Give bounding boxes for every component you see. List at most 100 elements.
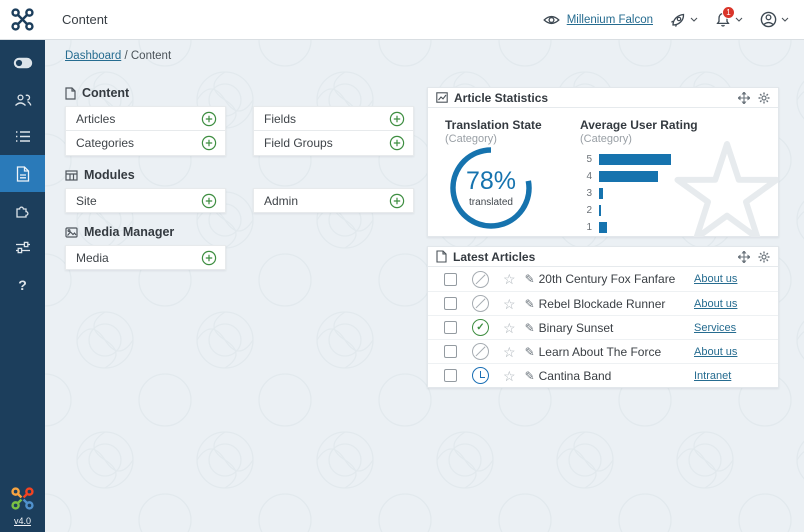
sidebar-item-content[interactable] (0, 155, 45, 192)
row-site-modules[interactable]: Site (65, 188, 226, 213)
article-category-link[interactable]: Services (694, 321, 737, 334)
add-article-button[interactable] (201, 111, 217, 127)
row-checkbox[interactable] (444, 345, 457, 358)
add-site-module-button[interactable] (201, 193, 217, 209)
section-title: Content (82, 86, 130, 100)
article-row: ☆ ✎ Learn About The Force About us (428, 339, 778, 363)
article-title-link[interactable]: 20th Century Fox Fanfare (538, 272, 676, 286)
toggle-icon (13, 57, 32, 68)
sliders-icon (15, 241, 30, 254)
article-title-link[interactable]: Binary Sunset (538, 320, 614, 335)
bar-track (599, 171, 719, 182)
file-icon (65, 86, 76, 100)
row-checkbox[interactable] (444, 369, 457, 382)
gear-icon[interactable] (758, 92, 770, 104)
star-icon[interactable]: ☆ (503, 271, 516, 287)
article-title-link[interactable]: Cantina Band (538, 368, 612, 383)
components-icon (16, 206, 29, 218)
user-menu-dropdown[interactable] (760, 11, 789, 28)
plus-circle-icon (389, 111, 405, 126)
bar-category-label: 1 (586, 222, 592, 233)
row-fields[interactable]: Fields (253, 106, 414, 131)
star-watermark-icon (674, 141, 778, 237)
status-icon[interactable] (472, 319, 489, 336)
row-checkbox[interactable] (444, 297, 457, 310)
plus-circle-icon (389, 193, 405, 208)
row-checkbox[interactable] (444, 321, 457, 334)
row-articles[interactable]: Articles (65, 106, 226, 131)
main-content: Dashboard / Content Content Articles (45, 40, 804, 532)
article-category-link[interactable]: About us (694, 273, 738, 285)
notifications-dropdown[interactable]: 1 (715, 5, 743, 28)
article-title-link[interactable]: Rebel Blockade Runner (538, 296, 666, 311)
bar-row: 4 (580, 171, 719, 182)
section-title: Media Manager (84, 225, 175, 239)
star-icon[interactable]: ☆ (503, 319, 516, 336)
notification-badge: 1 (722, 5, 735, 19)
gear-icon[interactable] (758, 251, 770, 263)
latest-articles-panel: Latest Articles ☆ ✎ (427, 246, 779, 388)
menu-list-icon (15, 131, 30, 142)
status-icon[interactable] (472, 343, 489, 360)
bar-category-label: 4 (586, 171, 592, 182)
article-category-link[interactable]: About us (694, 345, 738, 358)
eye-icon (542, 15, 560, 24)
shortcut-sections: Content Articles Categories (65, 86, 414, 282)
status-icon[interactable] (472, 270, 489, 288)
article-category-link[interactable]: About us (694, 297, 738, 310)
sidebar-item-help[interactable]: ? (0, 266, 45, 303)
image-icon (65, 226, 78, 238)
sidebar-item-menus[interactable] (0, 118, 45, 155)
sidebar-item-users[interactable] (0, 81, 45, 118)
article-category-link[interactable]: Intranet (694, 369, 732, 382)
star-icon[interactable]: ☆ (503, 295, 516, 312)
pencil-icon: ✎ (524, 296, 535, 311)
move-icon[interactable] (738, 91, 750, 104)
site-preview[interactable]: Millenium Falcon (542, 13, 653, 26)
bar-row: 3 (580, 188, 719, 199)
article-icon (16, 165, 29, 182)
postinstall-messages-dropdown[interactable] (670, 12, 698, 28)
article-statistics-panel: Article Statistics (427, 87, 779, 237)
plus-circle-icon (201, 135, 217, 151)
star-icon[interactable]: ☆ (503, 343, 516, 360)
bar-track (599, 154, 719, 165)
add-field-group-button[interactable] (389, 135, 405, 151)
move-icon[interactable] (738, 250, 750, 263)
row-field-groups[interactable]: Field Groups (253, 131, 414, 156)
bar-track (599, 205, 719, 216)
breadcrumb-separator: / (124, 50, 128, 62)
sidebar-item-components[interactable] (0, 192, 45, 229)
breadcrumb-dashboard-link[interactable]: Dashboard (65, 50, 122, 62)
bar-fill (599, 154, 671, 165)
row-categories[interactable]: Categories (65, 131, 226, 156)
add-field-button[interactable] (389, 111, 405, 127)
pencil-icon: ✎ (524, 272, 535, 286)
sidebar: ? v4.0 (0, 40, 45, 532)
version-link[interactable]: v4.0 (13, 516, 31, 526)
plus-circle-icon (389, 135, 405, 151)
users-icon (14, 93, 31, 106)
sidebar-item-home[interactable] (0, 44, 45, 81)
status-icon[interactable] (472, 367, 489, 384)
add-category-button[interactable] (201, 135, 217, 151)
bar-category-label: 3 (586, 188, 592, 199)
panel-title: Latest Articles (453, 249, 536, 264)
star-icon[interactable]: ☆ (503, 367, 516, 384)
bar-row: 2 (580, 205, 719, 216)
joomla-color-logo-icon (11, 487, 34, 510)
row-media[interactable]: Media (65, 245, 226, 270)
plus-circle-icon (201, 111, 217, 126)
sidebar-item-system[interactable] (0, 229, 45, 266)
add-media-button[interactable] (201, 250, 217, 266)
section-title: Modules (84, 168, 135, 182)
translation-state-label: Translation State (Category) (445, 118, 542, 145)
status-icon[interactable] (472, 295, 489, 312)
site-name-link[interactable]: Millenium Falcon (566, 13, 653, 26)
row-admin-modules[interactable]: Admin (253, 188, 414, 213)
bar-category-label: 2 (586, 205, 592, 216)
row-checkbox[interactable] (444, 272, 457, 286)
article-title-link[interactable]: Learn About The Force (538, 344, 662, 359)
article-row: ☆ ✎ Binary Sunset Services (428, 315, 778, 339)
add-admin-module-button[interactable] (389, 193, 405, 209)
